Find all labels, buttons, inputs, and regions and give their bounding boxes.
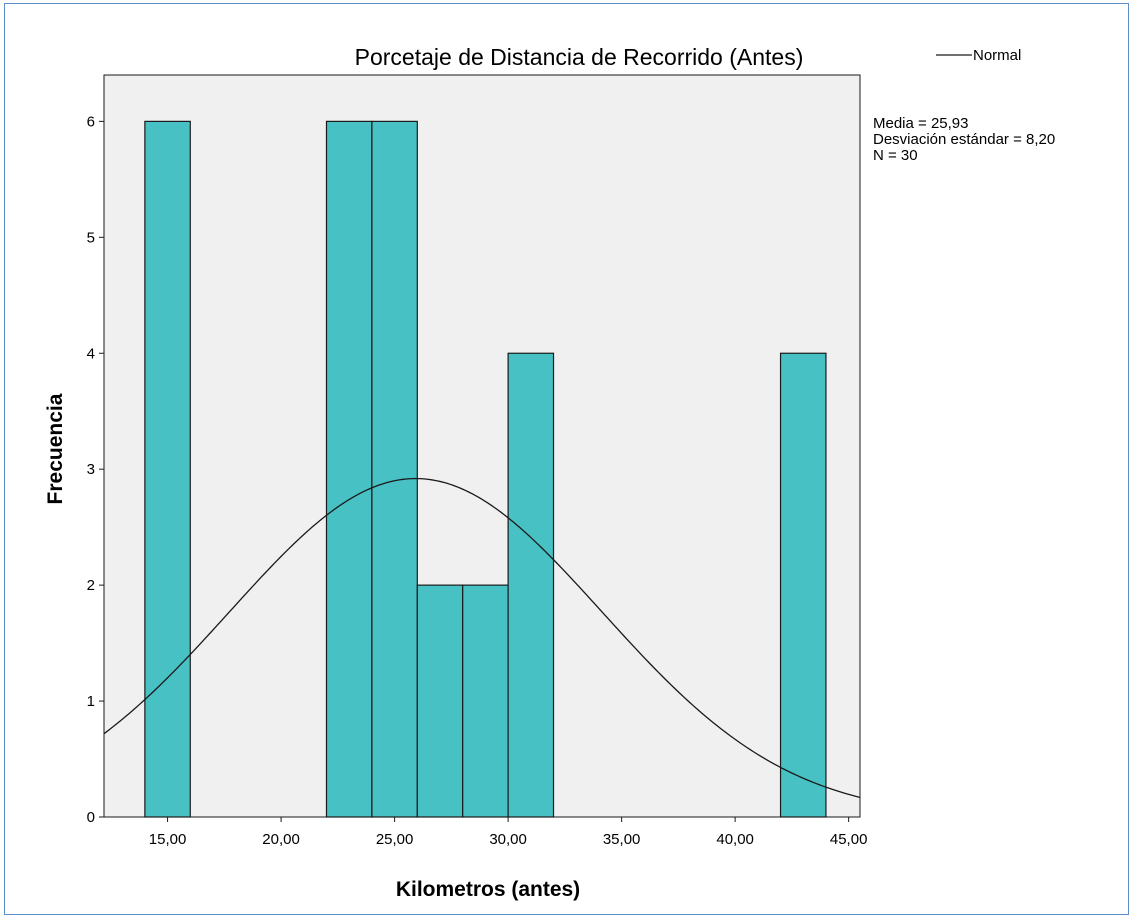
histogram-bar-3 — [416, 584, 464, 818]
histogram-bar-5 — [507, 352, 555, 818]
x-tick-label-6: 45,00 — [830, 831, 868, 848]
histogram-bar-1 — [325, 120, 373, 818]
x-axis-title: Kilometros (antes) — [396, 878, 580, 901]
chart-title: Porcetaje de Distancia de Recorrido (Ant… — [355, 44, 804, 70]
y-tick-label-4: 4 — [87, 345, 95, 362]
normal-curve — [103, 477, 861, 799]
x-tick-label-2: 25,00 — [376, 831, 414, 848]
x-tick-label-4: 35,00 — [603, 831, 641, 848]
histogram-bar-0 — [144, 120, 191, 818]
stat-mean: Media = 25,93 — [873, 115, 969, 132]
x-tick-label-1: 20,00 — [262, 831, 300, 848]
legend-normal-label: Normal — [973, 47, 1021, 64]
histogram-bar-6 — [779, 352, 827, 818]
y-tick-label-2: 2 — [87, 577, 95, 594]
histogram-bar-2 — [371, 120, 418, 818]
stat-std-dev: Desviación estándar = 8,20 — [873, 131, 1055, 148]
y-tick-label-5: 5 — [87, 229, 95, 246]
histogram-chart: 0 1 2 3 4 5 6 15,00 20,00 25,00 30,00 35,00 40,00 45,… — [44, 44, 1055, 901]
y-tick-label-1: 1 — [87, 693, 95, 710]
chart-frame: 0 1 2 3 4 5 6 15,00 20,00 25,00 30,00 35,00 40,00 45,… — [4, 3, 1129, 915]
histogram-bar-4 — [462, 584, 509, 818]
y-tick-label-3: 3 — [87, 461, 95, 478]
y-tick-label-0: 0 — [87, 809, 95, 826]
stat-n: N = 30 — [873, 147, 918, 164]
y-axis-title: Frecuencia — [44, 393, 67, 504]
y-tick-label-6: 6 — [87, 113, 95, 130]
x-tick-label-0: 15,00 — [149, 831, 187, 848]
x-tick-label-5: 40,00 — [716, 831, 754, 848]
x-tick-label-3: 30,00 — [489, 831, 527, 848]
axes-group: 0 1 2 3 4 5 6 15,00 20,00 25,00 30,00 35,00 40,00 45,… — [87, 113, 868, 848]
bars-group — [144, 120, 827, 818]
